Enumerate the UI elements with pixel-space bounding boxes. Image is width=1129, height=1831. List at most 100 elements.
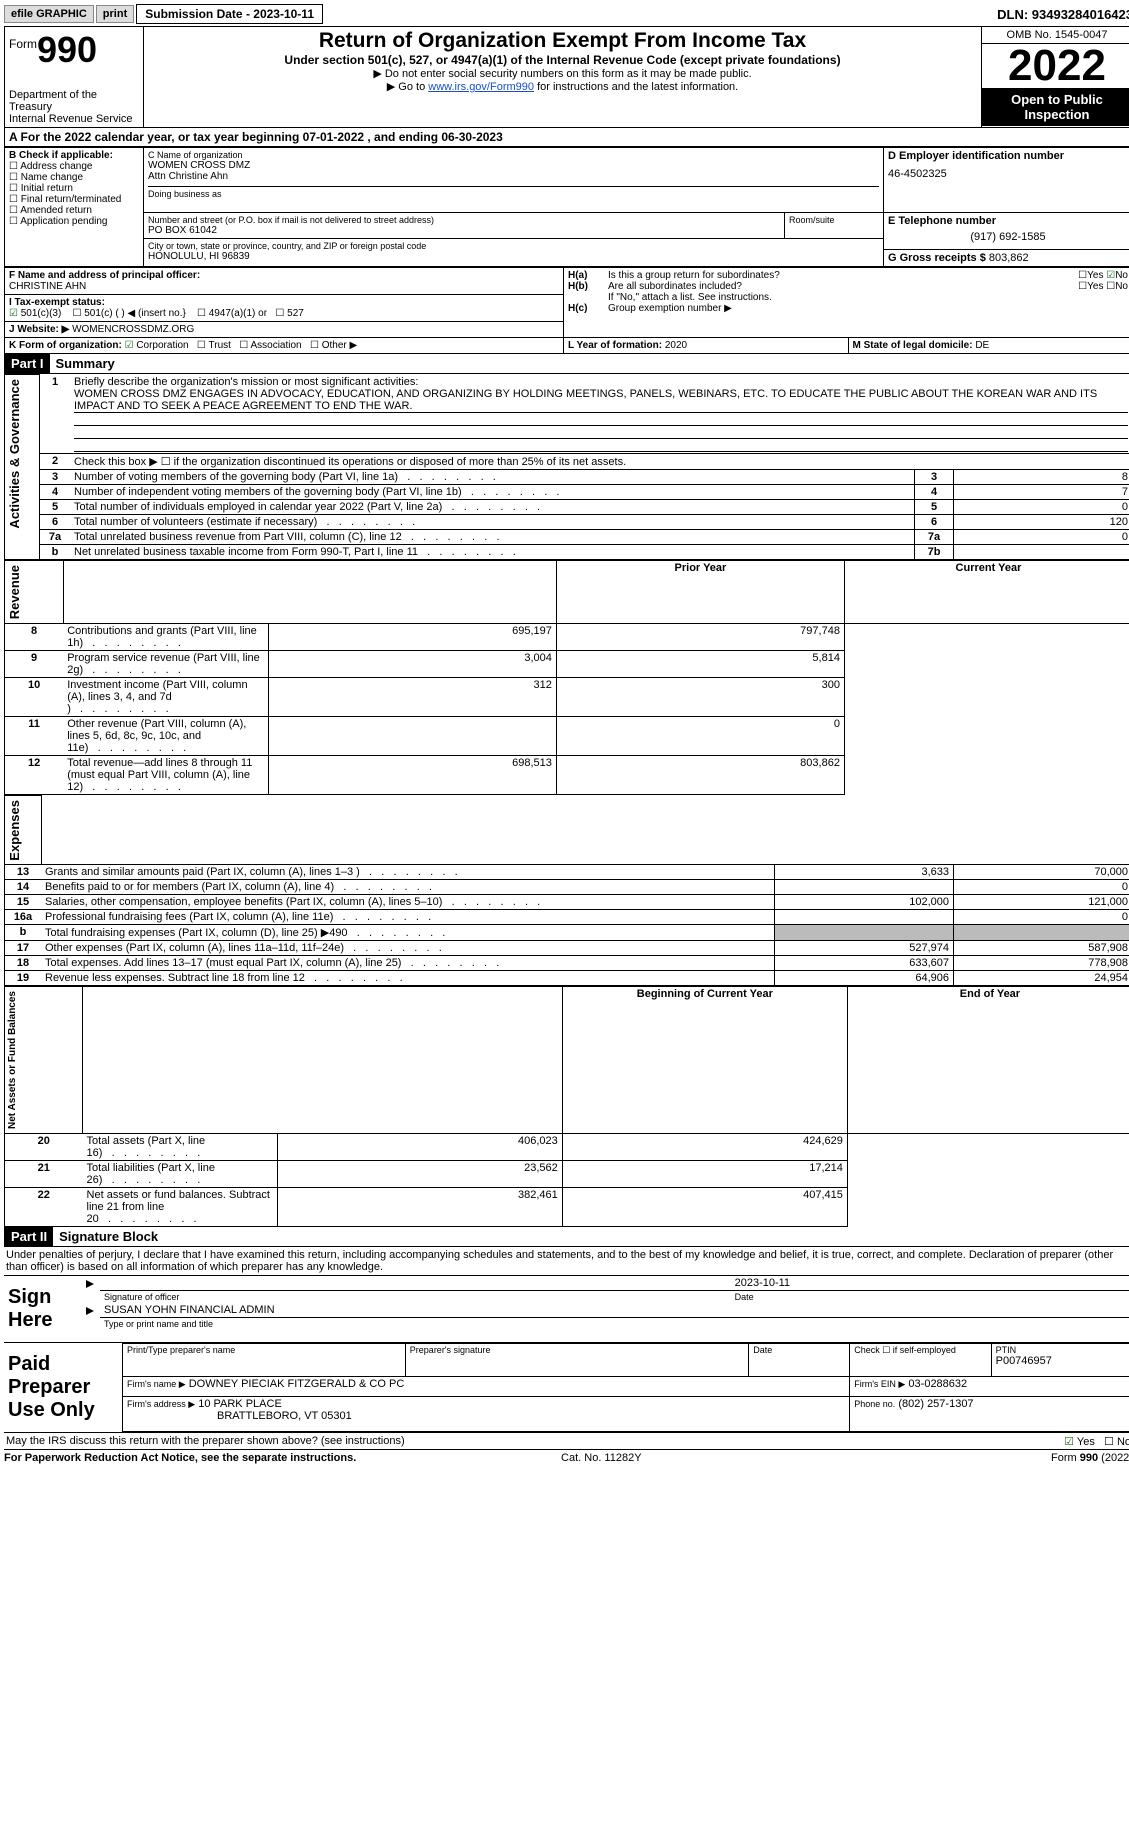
row-15-py: 102,000 [775, 895, 954, 910]
hb-no[interactable] [1106, 281, 1115, 292]
line-7a-value: 0 [954, 529, 1129, 544]
vlabel-netassets: Net Assets or Fund Balances [5, 987, 20, 1133]
line-3-value: 8 [954, 469, 1129, 484]
row-22-py: 382,461 [277, 1188, 562, 1227]
row-20-py: 406,023 [277, 1134, 562, 1161]
col-prior-year: Prior Year [556, 560, 844, 623]
discuss-line: May the IRS discuss this return with the… [4, 1432, 1129, 1449]
discuss-yes[interactable] [1064, 1436, 1074, 1448]
discuss-no[interactable] [1104, 1436, 1114, 1448]
check-527[interactable] [275, 308, 284, 319]
arrow-icon [86, 1280, 94, 1288]
row-18-cy: 778,908 [954, 956, 1129, 971]
row-19-py: 64,906 [775, 971, 954, 986]
check-address[interactable]: Address change [9, 161, 139, 172]
box-lm: L Year of formation: 2020 M State of leg… [564, 338, 1129, 354]
row-13-cy: 70,000 [954, 865, 1129, 880]
part1-header: Part ISummary [4, 354, 1129, 374]
row-19-cy: 24,954 [954, 971, 1129, 986]
row-22-text: Net assets or fund balances. Subtract li… [83, 1188, 278, 1227]
part2-header: Part IISignature Block [4, 1227, 1129, 1247]
irs-link[interactable]: www.irs.gov/Form990 [428, 81, 534, 93]
ha-no[interactable] [1106, 270, 1115, 281]
hb-yes[interactable] [1078, 281, 1087, 292]
print-button[interactable]: print [96, 5, 134, 23]
form-header-table: Form990 Department of the Treasury Inter… [4, 26, 1129, 147]
box-b: B Check if applicable: Address change Na… [5, 148, 144, 267]
col-beginning-year: Beginning of Current Year [562, 987, 847, 1134]
row-21-text: Total liabilities (Part X, line 26) [83, 1161, 278, 1188]
row-9-text: Program service revenue (Part VIII, line… [63, 650, 268, 677]
vlabel-governance: Activities & Governance [5, 375, 24, 533]
row-8-text: Contributions and grants (Part VIII, lin… [63, 623, 268, 650]
box-e: E Telephone number (917) 692-1585 [884, 213, 1129, 250]
check-application[interactable]: Application pending [9, 216, 139, 227]
row-11-cy: 0 [556, 716, 844, 755]
dln-label: DLN: 93493284016423 [997, 7, 1129, 22]
period-line: A For the 2022 calendar year, or tax yea… [5, 128, 1129, 147]
line-6-value: 120 [954, 514, 1129, 529]
line-3-text: Number of voting members of the governin… [70, 469, 915, 484]
box-j: J Website: ▶ WOMENCROSSDMZ.ORG [5, 322, 564, 338]
row-14-py [775, 880, 954, 895]
line-5-text: Total number of individuals employed in … [70, 499, 915, 514]
row-8-py: 695,197 [268, 623, 556, 650]
col-current-year: Current Year [844, 560, 1129, 623]
line-7b-text: Net unrelated business taxable income fr… [70, 544, 915, 559]
check-name[interactable]: Name change [9, 172, 139, 183]
row-17-text: Other expenses (Part IX, column (A), lin… [41, 941, 775, 956]
efile-button[interactable]: efile GRAPHIC [4, 5, 94, 23]
part1-grid: Activities & Governance 1 Briefly descri… [4, 374, 1129, 560]
check-initial[interactable]: Initial return [9, 183, 139, 194]
part1-exp-grid: Expenses 13Grants and similar amounts pa… [4, 795, 1129, 987]
row-b-text: Total fundraising expenses (Part IX, col… [41, 925, 775, 941]
row-21-py: 23,562 [277, 1161, 562, 1188]
col-end-year: End of Year [847, 987, 1129, 1134]
row-9-cy: 5,814 [556, 650, 844, 677]
row-10-text: Investment income (Part VIII, column (A)… [63, 677, 268, 716]
tax-year: 2022 [982, 44, 1129, 88]
row-13-text: Grants and similar amounts paid (Part IX… [41, 865, 775, 880]
row-19-text: Revenue less expenses. Subtract line 18 … [41, 971, 775, 986]
row-8-cy: 797,748 [556, 623, 844, 650]
row-16a-py [775, 910, 954, 925]
top-bar: efile GRAPHIC print Submission Date - 20… [4, 4, 1129, 24]
row-9-py: 3,004 [268, 650, 556, 677]
row-17-cy: 587,908 [954, 941, 1129, 956]
declaration-text: Under penalties of perjury, I declare th… [4, 1247, 1129, 1276]
check-trust[interactable] [197, 340, 206, 351]
ha-yes[interactable] [1078, 270, 1087, 281]
check-501c[interactable] [72, 308, 81, 319]
row-17-py: 527,974 [775, 941, 954, 956]
line-5-value: 0 [954, 499, 1129, 514]
row-15-cy: 121,000 [954, 895, 1129, 910]
form-prefix: Form [9, 37, 37, 51]
check-501c3[interactable] [9, 308, 18, 319]
check-amended[interactable]: Amended return [9, 205, 139, 216]
sign-here-block: Sign Here 2023-10-11 Signature of office… [4, 1276, 1129, 1342]
line-4-value: 7 [954, 484, 1129, 499]
row-12-py: 698,513 [268, 755, 556, 794]
part1-net-grid: Net Assets or Fund Balances Beginning of… [4, 986, 1129, 1227]
row-22-cy: 407,415 [562, 1188, 847, 1227]
form-number: 990 [37, 29, 97, 71]
row-12-text: Total revenue—add lines 8 through 11 (mu… [63, 755, 268, 794]
line-4-text: Number of independent voting members of … [70, 484, 915, 499]
check-final[interactable]: Final return/terminated [9, 194, 139, 205]
box-d: D Employer identification number 46-4502… [884, 148, 1129, 213]
submission-date: Submission Date - 2023-10-11 [136, 4, 323, 24]
row-10-cy: 300 [556, 677, 844, 716]
row-13-py: 3,633 [775, 865, 954, 880]
check-other[interactable] [310, 340, 319, 351]
row-20-cy: 424,629 [562, 1134, 847, 1161]
row-21-cy: 17,214 [562, 1161, 847, 1188]
check-assoc[interactable] [239, 340, 248, 351]
check-4947[interactable] [197, 308, 206, 319]
box-i: I Tax-exempt status: 501(c)(3) 501(c) ( … [5, 295, 564, 322]
row-10-py: 312 [268, 677, 556, 716]
box-g: G Gross receipts $ 803,862 [884, 250, 1129, 267]
check-corp[interactable] [125, 340, 134, 351]
row-20-text: Total assets (Part X, line 16) [83, 1134, 278, 1161]
page-footer: For Paperwork Reduction Act Notice, see … [4, 1449, 1129, 1464]
line-1: Briefly describe the organization's miss… [70, 375, 1129, 454]
